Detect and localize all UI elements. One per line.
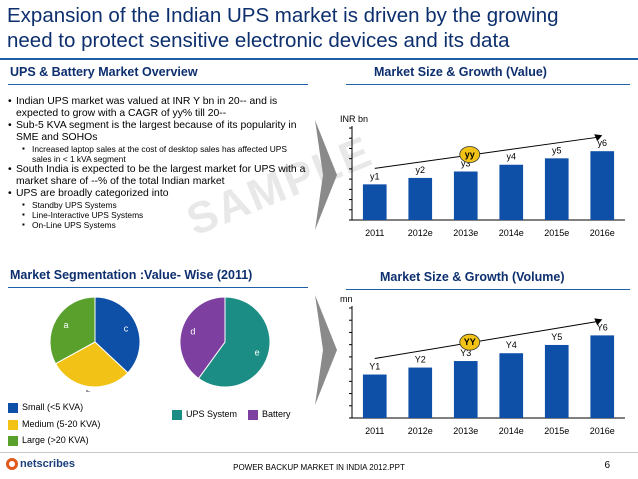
bar-data-label: y1 [370, 171, 380, 181]
bullet-item: Indian UPS market was valued at INR Y bn… [8, 96, 308, 120]
legend-item-large: Large (>20 KVA) [8, 435, 89, 446]
cagr-badge [459, 146, 481, 163]
x-tick-label: 2014e [499, 228, 524, 238]
cagr-arrow-line [374, 136, 599, 169]
section-segmentation-title: Market Segmentation :Value- Wise (2011) [10, 268, 253, 282]
pie-slice [94, 296, 141, 374]
x-tick-label: 2011 [365, 426, 384, 436]
bar [408, 367, 433, 418]
bar [453, 171, 478, 220]
legend-swatch [8, 402, 18, 413]
pie-slice-label: b [86, 388, 91, 392]
overview-divider [8, 84, 308, 85]
legend-swatch [248, 409, 258, 420]
x-tick-label: 2012e [408, 228, 433, 238]
bar [362, 184, 387, 220]
pie-slice [197, 296, 271, 388]
section-overview-title: UPS & Battery Market Overview [10, 65, 198, 79]
bar-data-label: Y2 [415, 355, 426, 365]
bar [590, 335, 615, 418]
kva-pie-chart: c b a [49, 296, 141, 392]
bullet-item: UPS are broadly categorized into [8, 188, 308, 200]
bar [499, 353, 524, 418]
bar-data-label: Y3 [460, 348, 471, 358]
pie-slice-label: a [63, 320, 68, 330]
legend-item-medium: Medium (5-20 KVA) [8, 419, 100, 430]
bar [590, 151, 615, 220]
cagr-arrow-head [594, 134, 603, 142]
sub-bullet-item: Standby UPS Systems [8, 200, 308, 210]
title-divider [0, 58, 638, 60]
legend-item-ups-system: UPS System [172, 409, 237, 420]
pie-slice-label: d [190, 327, 195, 337]
page-title: Expansion of the Indian UPS market is dr… [7, 3, 635, 53]
chevron-right-icon [315, 120, 337, 230]
y-axis-label: INR bn [340, 114, 368, 124]
bar [362, 374, 387, 418]
bar-data-label: y4 [506, 152, 516, 162]
bar-data-label: Y1 [369, 362, 380, 372]
sub-bullet-item: Line-Interactive UPS Systems [8, 210, 308, 220]
x-tick-label: 2016e [590, 228, 615, 238]
bullet-item: South India is expected to be the larges… [8, 164, 308, 188]
bar-data-label: y5 [552, 145, 562, 155]
x-tick-label: 2016e [590, 426, 615, 436]
bullet-item: Sub-5 KVA segment is the largest because… [8, 120, 308, 144]
value-divider [346, 84, 630, 85]
x-tick-label: 2013e [453, 228, 478, 238]
cagr-label: YY [464, 337, 476, 347]
cagr-arrow-line [374, 320, 599, 360]
pie-slice [54, 341, 129, 388]
sub-bullet-item: Increased laptop sales at the cost of de… [8, 144, 308, 164]
bar-data-label: Y6 [597, 322, 608, 332]
bar [544, 158, 569, 220]
x-tick-label: 2011 [365, 228, 384, 238]
bar-data-label: y2 [415, 165, 425, 175]
value-bar-chart: INR bn y1 2011 y2 2012e y3 2013e y4 2014e y5 2015e… [340, 114, 625, 238]
pie-slice [49, 296, 96, 365]
sub-bullet-item: On-Line UPS Systems [8, 220, 308, 230]
y-axis-label: mn [340, 296, 353, 304]
bar [453, 361, 478, 418]
x-tick-label: 2012e [408, 426, 433, 436]
bar-data-label: y6 [597, 138, 607, 148]
legend-swatch [8, 419, 18, 430]
footer-text: POWER BACKUP MARKET IN INDIA 2012.PPT [233, 463, 405, 472]
legend-item-small: Small (<5 KVA) [8, 402, 83, 413]
overview-bullets: Indian UPS market was valued at INR Y bn… [8, 96, 308, 230]
chevron-right-icon [315, 295, 337, 405]
section-value-title: Market Size & Growth (Value) [374, 65, 547, 79]
x-tick-label: 2014e [499, 426, 524, 436]
section-volume-title: Market Size & Growth (Volume) [380, 270, 565, 284]
cagr-label: yy [465, 150, 475, 160]
legend-swatch [8, 435, 18, 446]
x-tick-label: 2015e [544, 426, 569, 436]
product-pie-chart: ed [179, 296, 271, 388]
volume-bar-chart: mn Y1 2011 Y2 2012e Y3 2013e Y4 2014e Y5 2015e Y6 20… [340, 296, 625, 436]
volume-divider [346, 289, 630, 290]
pie-slice-label: c [124, 324, 129, 334]
netscribes-logo: netscribes [6, 458, 75, 471]
bar-data-label: Y5 [551, 332, 562, 342]
x-tick-label: 2015e [544, 228, 569, 238]
page-number: 6 [604, 460, 610, 471]
bar [499, 164, 524, 220]
legend-item-battery: Battery [248, 409, 291, 420]
title-line-1: Expansion of the Indian UPS market is dr… [7, 4, 559, 27]
logo-ring-icon [6, 458, 18, 471]
cagr-arrow-head [594, 318, 603, 326]
bar [408, 177, 433, 220]
bar [544, 344, 569, 418]
x-tick-label: 2013e [453, 426, 478, 436]
pie-slice-label: e [255, 347, 260, 357]
segmentation-divider [8, 287, 308, 288]
title-line-2: need to protect sensitive electronic dev… [7, 29, 510, 52]
footer-divider [0, 452, 638, 453]
bar-data-label: Y4 [506, 340, 517, 350]
pie-slice [179, 296, 226, 380]
cagr-badge [459, 333, 481, 351]
bar-data-label: y3 [461, 159, 471, 169]
legend-swatch [172, 409, 182, 420]
